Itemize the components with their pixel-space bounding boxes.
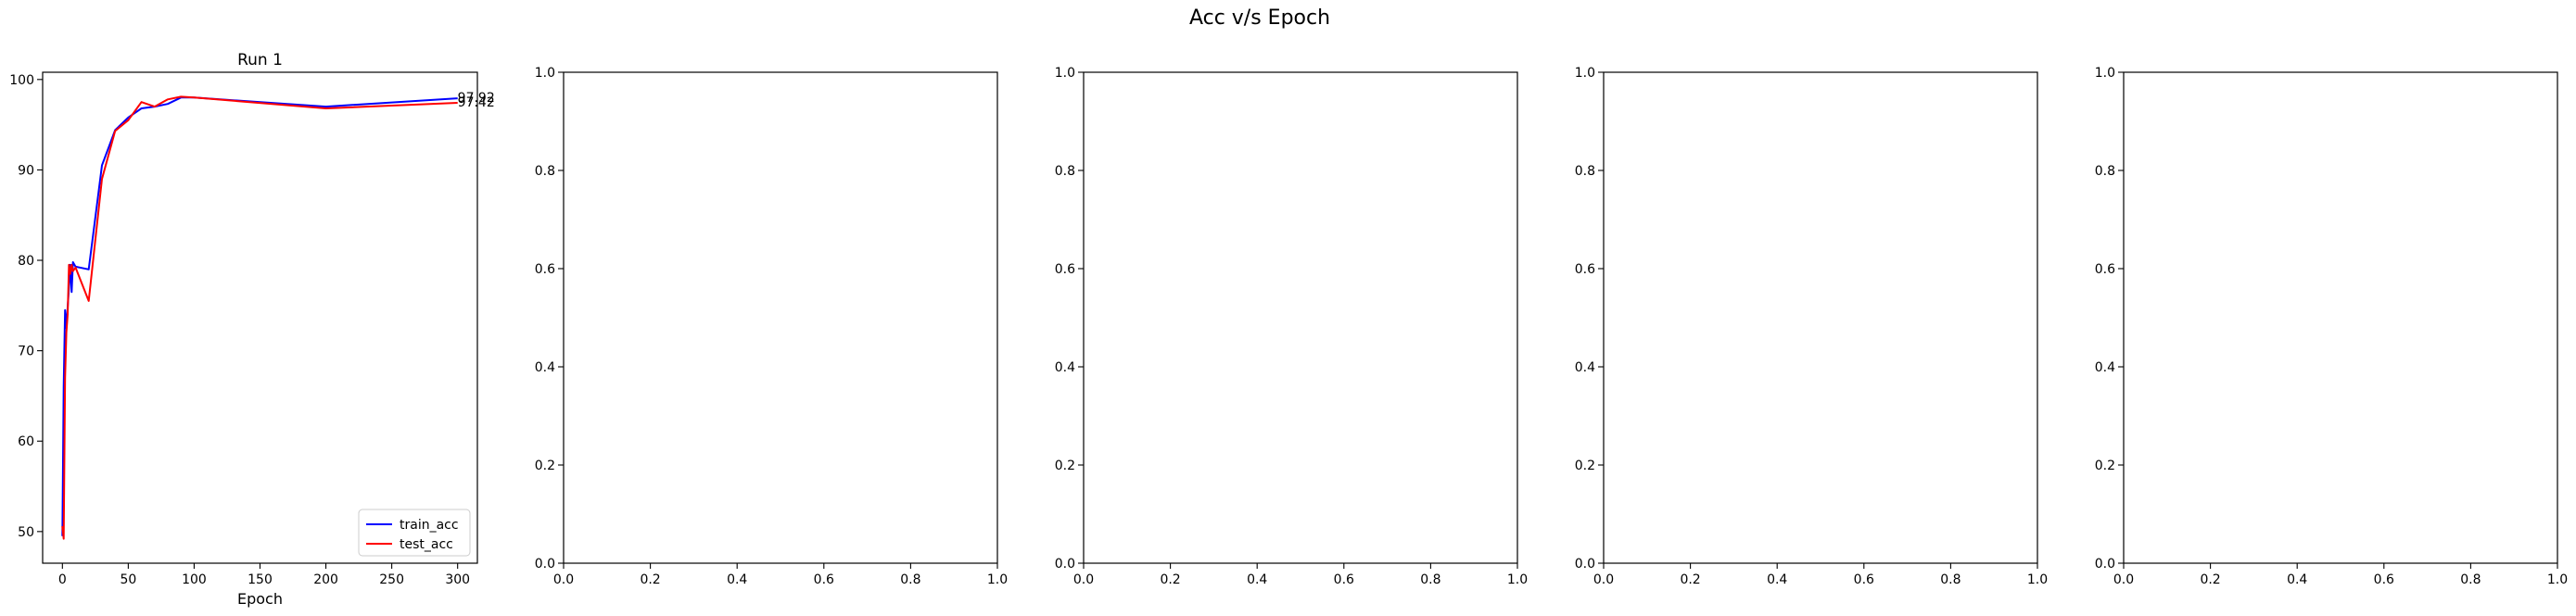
- x-tick-label: 0.2: [1160, 572, 1180, 587]
- chart-panel-1: 0 50 100 150 200 250 300 50 60 70 80 90 100 Run 1 Epoc…: [9, 51, 495, 608]
- end-value-annotation: 97.92: [458, 91, 495, 106]
- plot-frame: [1083, 71, 1518, 564]
- y-tick-label: 100: [9, 73, 34, 88]
- y-tick-label: 0.8: [2095, 164, 2115, 179]
- end-value-annotation: 97.42: [458, 95, 495, 110]
- y-tick-label: 0.2: [535, 459, 555, 473]
- x-tick-label: 0.0: [1593, 572, 1614, 587]
- x-tick-label: 0.4: [1767, 572, 1787, 587]
- x-tick-label: 250: [379, 572, 404, 587]
- x-tick-label: 0.6: [1854, 572, 1874, 587]
- x-tick-label: 200: [313, 572, 338, 587]
- x-tick-label: 0.2: [1680, 572, 1700, 587]
- x-tick-label: 0.8: [900, 572, 920, 587]
- plot-frame: [563, 71, 998, 564]
- x-tick-label: 0: [58, 572, 67, 587]
- legend-label: test_acc: [400, 537, 453, 552]
- y-tick-label: 0.0: [1575, 557, 1595, 572]
- x-tick-label: 0.6: [2374, 572, 2394, 587]
- x-tick-label: 0.2: [640, 572, 660, 587]
- x-tick-label: 0.0: [553, 572, 574, 587]
- y-tick-label: 0.4: [2095, 360, 2115, 375]
- legend-label: train_acc: [400, 518, 459, 533]
- y-tick-label: 60: [18, 434, 34, 449]
- chart-panel-2: 0.0 0.2 0.4 0.6 0.8 1.0 0.0 0.2 0.4 0.6 0.8 1.0: [535, 66, 1008, 587]
- plot-frame: [2123, 71, 2558, 564]
- x-tick-label: 1.0: [2547, 572, 2568, 587]
- y-tick-label: 0.6: [1575, 262, 1595, 277]
- y-tick-label: 0.0: [2095, 557, 2115, 572]
- y-tick-label: 1.0: [1575, 66, 1595, 81]
- x-tick-label: 0.4: [1247, 572, 1267, 587]
- x-tick-label: 1.0: [1507, 572, 1528, 587]
- x-tick-label: 0.0: [2113, 572, 2134, 587]
- chart-title: Run 1: [237, 51, 283, 69]
- y-tick-label: 90: [18, 163, 34, 178]
- y-tick-label: 0.0: [535, 557, 555, 572]
- y-tick-label: 0.2: [1055, 459, 1075, 473]
- x-tick-label: 1.0: [987, 572, 1008, 587]
- x-tick-label: 150: [247, 572, 273, 587]
- plot-frame: [1603, 71, 2038, 564]
- legend: train_acc test_acc: [358, 509, 471, 557]
- y-tick-label: 70: [18, 345, 34, 359]
- chart-panel-4: 0.0 0.2 0.4 0.6 0.8 1.0 0.0 0.2 0.4 0.6 0.8 1.0: [1575, 66, 2048, 587]
- x-tick-label: 0.8: [1940, 572, 1961, 587]
- y-tick-label: 1.0: [535, 66, 555, 81]
- y-tick-label: 0.6: [535, 262, 555, 277]
- y-tick-label: 1.0: [1055, 66, 1075, 81]
- y-tick-label: 0.8: [1575, 164, 1595, 179]
- x-tick-label: 100: [182, 572, 207, 587]
- x-axis-label: Epoch: [237, 590, 283, 608]
- x-tick-label: 300: [445, 572, 470, 587]
- x-tick-label: 50: [120, 572, 136, 587]
- y-tick-label: 0.4: [535, 360, 555, 375]
- y-tick-label: 1.0: [2095, 66, 2115, 81]
- x-tick-label: 0.4: [727, 572, 747, 587]
- y-tick-label: 50: [18, 525, 34, 540]
- y-tick-label: 0.4: [1575, 360, 1595, 375]
- chart-panel-5: 0.0 0.2 0.4 0.6 0.8 1.0 0.0 0.2 0.4 0.6 0.8 1.0: [2095, 66, 2568, 587]
- x-tick-label: 0.8: [2460, 572, 2481, 587]
- x-tick-label: 0.6: [814, 572, 834, 587]
- chart-panel-3: 0.0 0.2 0.4 0.6 0.8 1.0 0.0 0.2 0.4 0.6 0.8 1.0: [1055, 66, 1528, 587]
- series-line-test-acc: [61, 95, 458, 540]
- y-tick-label: 0.6: [1055, 262, 1075, 277]
- y-tick-label: 0.0: [1055, 557, 1075, 572]
- x-tick-label: 0.4: [2287, 572, 2307, 587]
- figure-suptitle: Acc v/s Epoch: [1189, 6, 1330, 30]
- x-tick-label: 1.0: [2027, 572, 2048, 587]
- y-tick-label: 0.6: [2095, 262, 2115, 277]
- x-tick-label: 0.8: [1420, 572, 1440, 587]
- y-tick-label: 80: [18, 254, 34, 269]
- y-tick-label: 0.8: [535, 164, 555, 179]
- x-tick-label: 0.0: [1073, 572, 1094, 587]
- y-tick-label: 0.4: [1055, 360, 1075, 375]
- y-tick-label: 0.2: [1575, 459, 1595, 473]
- x-tick-label: 0.2: [2200, 572, 2220, 587]
- x-tick-label: 0.6: [1334, 572, 1354, 587]
- y-tick-label: 0.2: [2095, 459, 2115, 473]
- y-tick-label: 0.8: [1055, 164, 1075, 179]
